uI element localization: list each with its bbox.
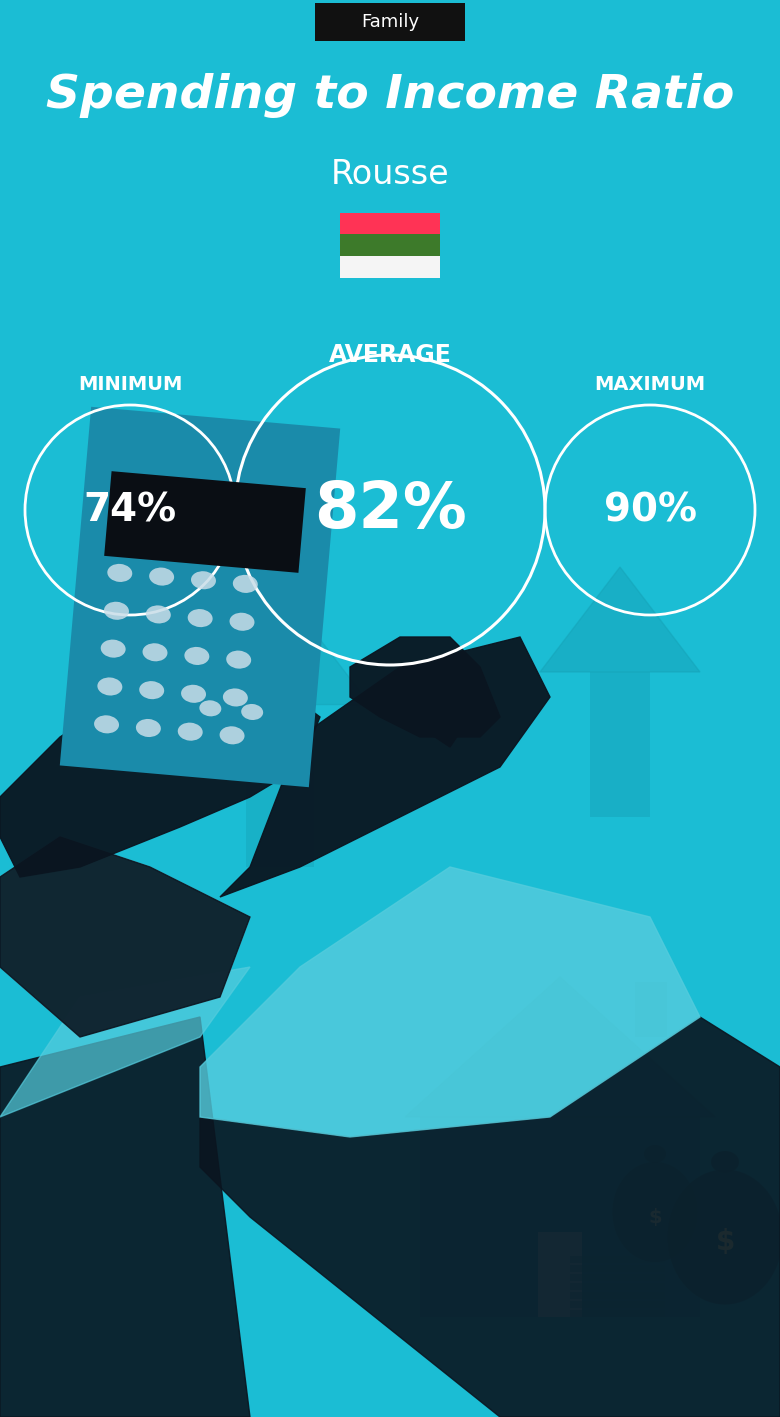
Ellipse shape — [241, 704, 263, 720]
Ellipse shape — [191, 571, 216, 589]
Ellipse shape — [98, 677, 122, 696]
Polygon shape — [190, 587, 370, 704]
Bar — [570, 1255, 665, 1263]
Text: Family: Family — [361, 13, 419, 31]
Text: 90%: 90% — [604, 492, 697, 529]
Polygon shape — [220, 638, 550, 897]
Bar — [315, 3, 465, 41]
Ellipse shape — [149, 568, 174, 585]
Text: $: $ — [715, 1229, 735, 1255]
Bar — [340, 234, 440, 256]
Ellipse shape — [94, 716, 119, 734]
Ellipse shape — [188, 609, 213, 628]
Bar — [570, 1282, 665, 1289]
Ellipse shape — [184, 648, 209, 665]
Ellipse shape — [136, 718, 161, 737]
Polygon shape — [405, 976, 715, 1117]
Bar — [570, 1274, 665, 1281]
Text: 74%: 74% — [83, 492, 176, 529]
Bar — [570, 1265, 665, 1272]
Ellipse shape — [200, 700, 222, 717]
Ellipse shape — [644, 1145, 666, 1163]
Ellipse shape — [220, 727, 245, 744]
Polygon shape — [540, 567, 700, 672]
Polygon shape — [420, 677, 470, 747]
Text: MAXIMUM: MAXIMUM — [594, 376, 706, 394]
Bar — [340, 256, 440, 278]
Bar — [570, 1292, 665, 1299]
Text: MINIMUM: MINIMUM — [78, 376, 183, 394]
Polygon shape — [0, 1017, 250, 1417]
Ellipse shape — [101, 639, 126, 657]
Bar — [590, 672, 651, 818]
Polygon shape — [350, 638, 500, 737]
Polygon shape — [200, 1017, 780, 1417]
Polygon shape — [200, 867, 700, 1136]
Ellipse shape — [223, 689, 248, 707]
Text: Rousse: Rousse — [331, 159, 449, 191]
Ellipse shape — [104, 602, 129, 619]
Bar — [246, 704, 314, 867]
Ellipse shape — [181, 684, 206, 703]
Polygon shape — [0, 677, 320, 877]
Bar — [538, 1231, 582, 1316]
Polygon shape — [60, 407, 340, 788]
Bar — [340, 213, 440, 234]
Ellipse shape — [146, 605, 171, 623]
Ellipse shape — [229, 612, 254, 631]
Ellipse shape — [668, 1169, 780, 1305]
Polygon shape — [105, 472, 306, 572]
Ellipse shape — [178, 723, 203, 741]
Bar — [635, 982, 667, 1037]
Text: Spending to Income Ratio: Spending to Income Ratio — [46, 72, 734, 118]
Bar — [570, 1301, 665, 1308]
Ellipse shape — [612, 1162, 697, 1263]
Text: AVERAGE: AVERAGE — [328, 343, 452, 367]
Ellipse shape — [139, 682, 164, 699]
Text: $: $ — [648, 1207, 661, 1227]
Ellipse shape — [711, 1151, 739, 1173]
Polygon shape — [0, 837, 250, 1037]
Polygon shape — [0, 837, 250, 1037]
Ellipse shape — [233, 575, 258, 592]
Ellipse shape — [143, 643, 168, 662]
Text: 82%: 82% — [314, 479, 466, 541]
Polygon shape — [0, 966, 250, 1117]
Ellipse shape — [226, 650, 251, 669]
Bar — [570, 1309, 665, 1316]
Ellipse shape — [108, 564, 133, 582]
Bar — [420, 1117, 700, 1316]
